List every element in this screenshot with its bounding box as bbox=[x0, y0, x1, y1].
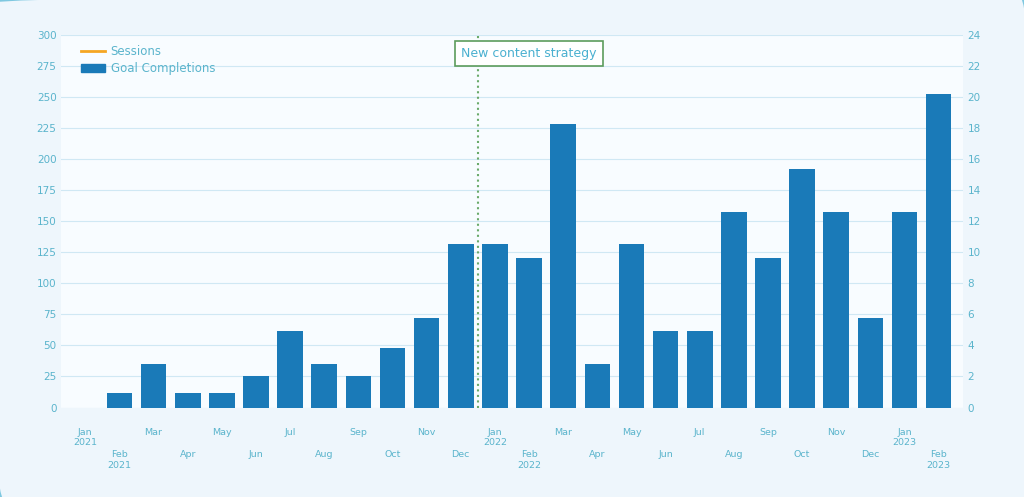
Bar bbox=[106, 393, 132, 408]
Text: Jun: Jun bbox=[249, 450, 263, 459]
Text: Oct: Oct bbox=[794, 450, 810, 459]
Text: Jan
2021: Jan 2021 bbox=[74, 428, 97, 447]
Bar bbox=[892, 212, 918, 408]
Text: Mar: Mar bbox=[144, 428, 163, 437]
Bar bbox=[618, 244, 644, 408]
Text: Feb
2022: Feb 2022 bbox=[517, 450, 541, 470]
Text: May: May bbox=[212, 428, 231, 437]
Bar bbox=[380, 348, 406, 408]
Bar bbox=[141, 364, 166, 408]
Bar bbox=[244, 377, 268, 408]
Text: Dec: Dec bbox=[452, 450, 470, 459]
Text: Jun: Jun bbox=[658, 450, 673, 459]
Text: Dec: Dec bbox=[861, 450, 880, 459]
Text: May: May bbox=[622, 428, 641, 437]
Text: Aug: Aug bbox=[725, 450, 743, 459]
Text: New content strategy: New content strategy bbox=[462, 47, 597, 60]
Text: Mar: Mar bbox=[554, 428, 572, 437]
Text: Sep: Sep bbox=[759, 428, 777, 437]
Bar bbox=[653, 331, 679, 408]
Bar bbox=[482, 244, 508, 408]
Bar bbox=[414, 318, 439, 408]
Bar bbox=[175, 393, 201, 408]
Text: Nov: Nov bbox=[827, 428, 846, 437]
Text: Feb
2021: Feb 2021 bbox=[108, 450, 131, 470]
Text: Apr: Apr bbox=[589, 450, 605, 459]
Bar bbox=[823, 212, 849, 408]
Text: Jul: Jul bbox=[694, 428, 706, 437]
Text: Jan
2022: Jan 2022 bbox=[483, 428, 507, 447]
Text: Nov: Nov bbox=[418, 428, 436, 437]
Text: Apr: Apr bbox=[179, 450, 196, 459]
Bar bbox=[551, 124, 575, 408]
Text: Feb
2023: Feb 2023 bbox=[927, 450, 950, 470]
Bar bbox=[278, 331, 303, 408]
Bar bbox=[209, 393, 234, 408]
Text: Aug: Aug bbox=[315, 450, 334, 459]
Bar bbox=[311, 364, 337, 408]
Bar bbox=[345, 377, 371, 408]
Bar bbox=[449, 244, 473, 408]
Bar bbox=[756, 258, 781, 408]
Bar bbox=[926, 94, 951, 408]
Legend: Sessions, Goal Completions: Sessions, Goal Completions bbox=[77, 41, 220, 80]
Text: Oct: Oct bbox=[384, 450, 400, 459]
Bar bbox=[687, 331, 713, 408]
Bar bbox=[516, 258, 542, 408]
Text: Jul: Jul bbox=[285, 428, 296, 437]
Text: Jan
2023: Jan 2023 bbox=[893, 428, 916, 447]
Text: Sep: Sep bbox=[349, 428, 368, 437]
Bar bbox=[585, 364, 610, 408]
Bar bbox=[858, 318, 883, 408]
Bar bbox=[721, 212, 746, 408]
Bar bbox=[790, 169, 815, 408]
